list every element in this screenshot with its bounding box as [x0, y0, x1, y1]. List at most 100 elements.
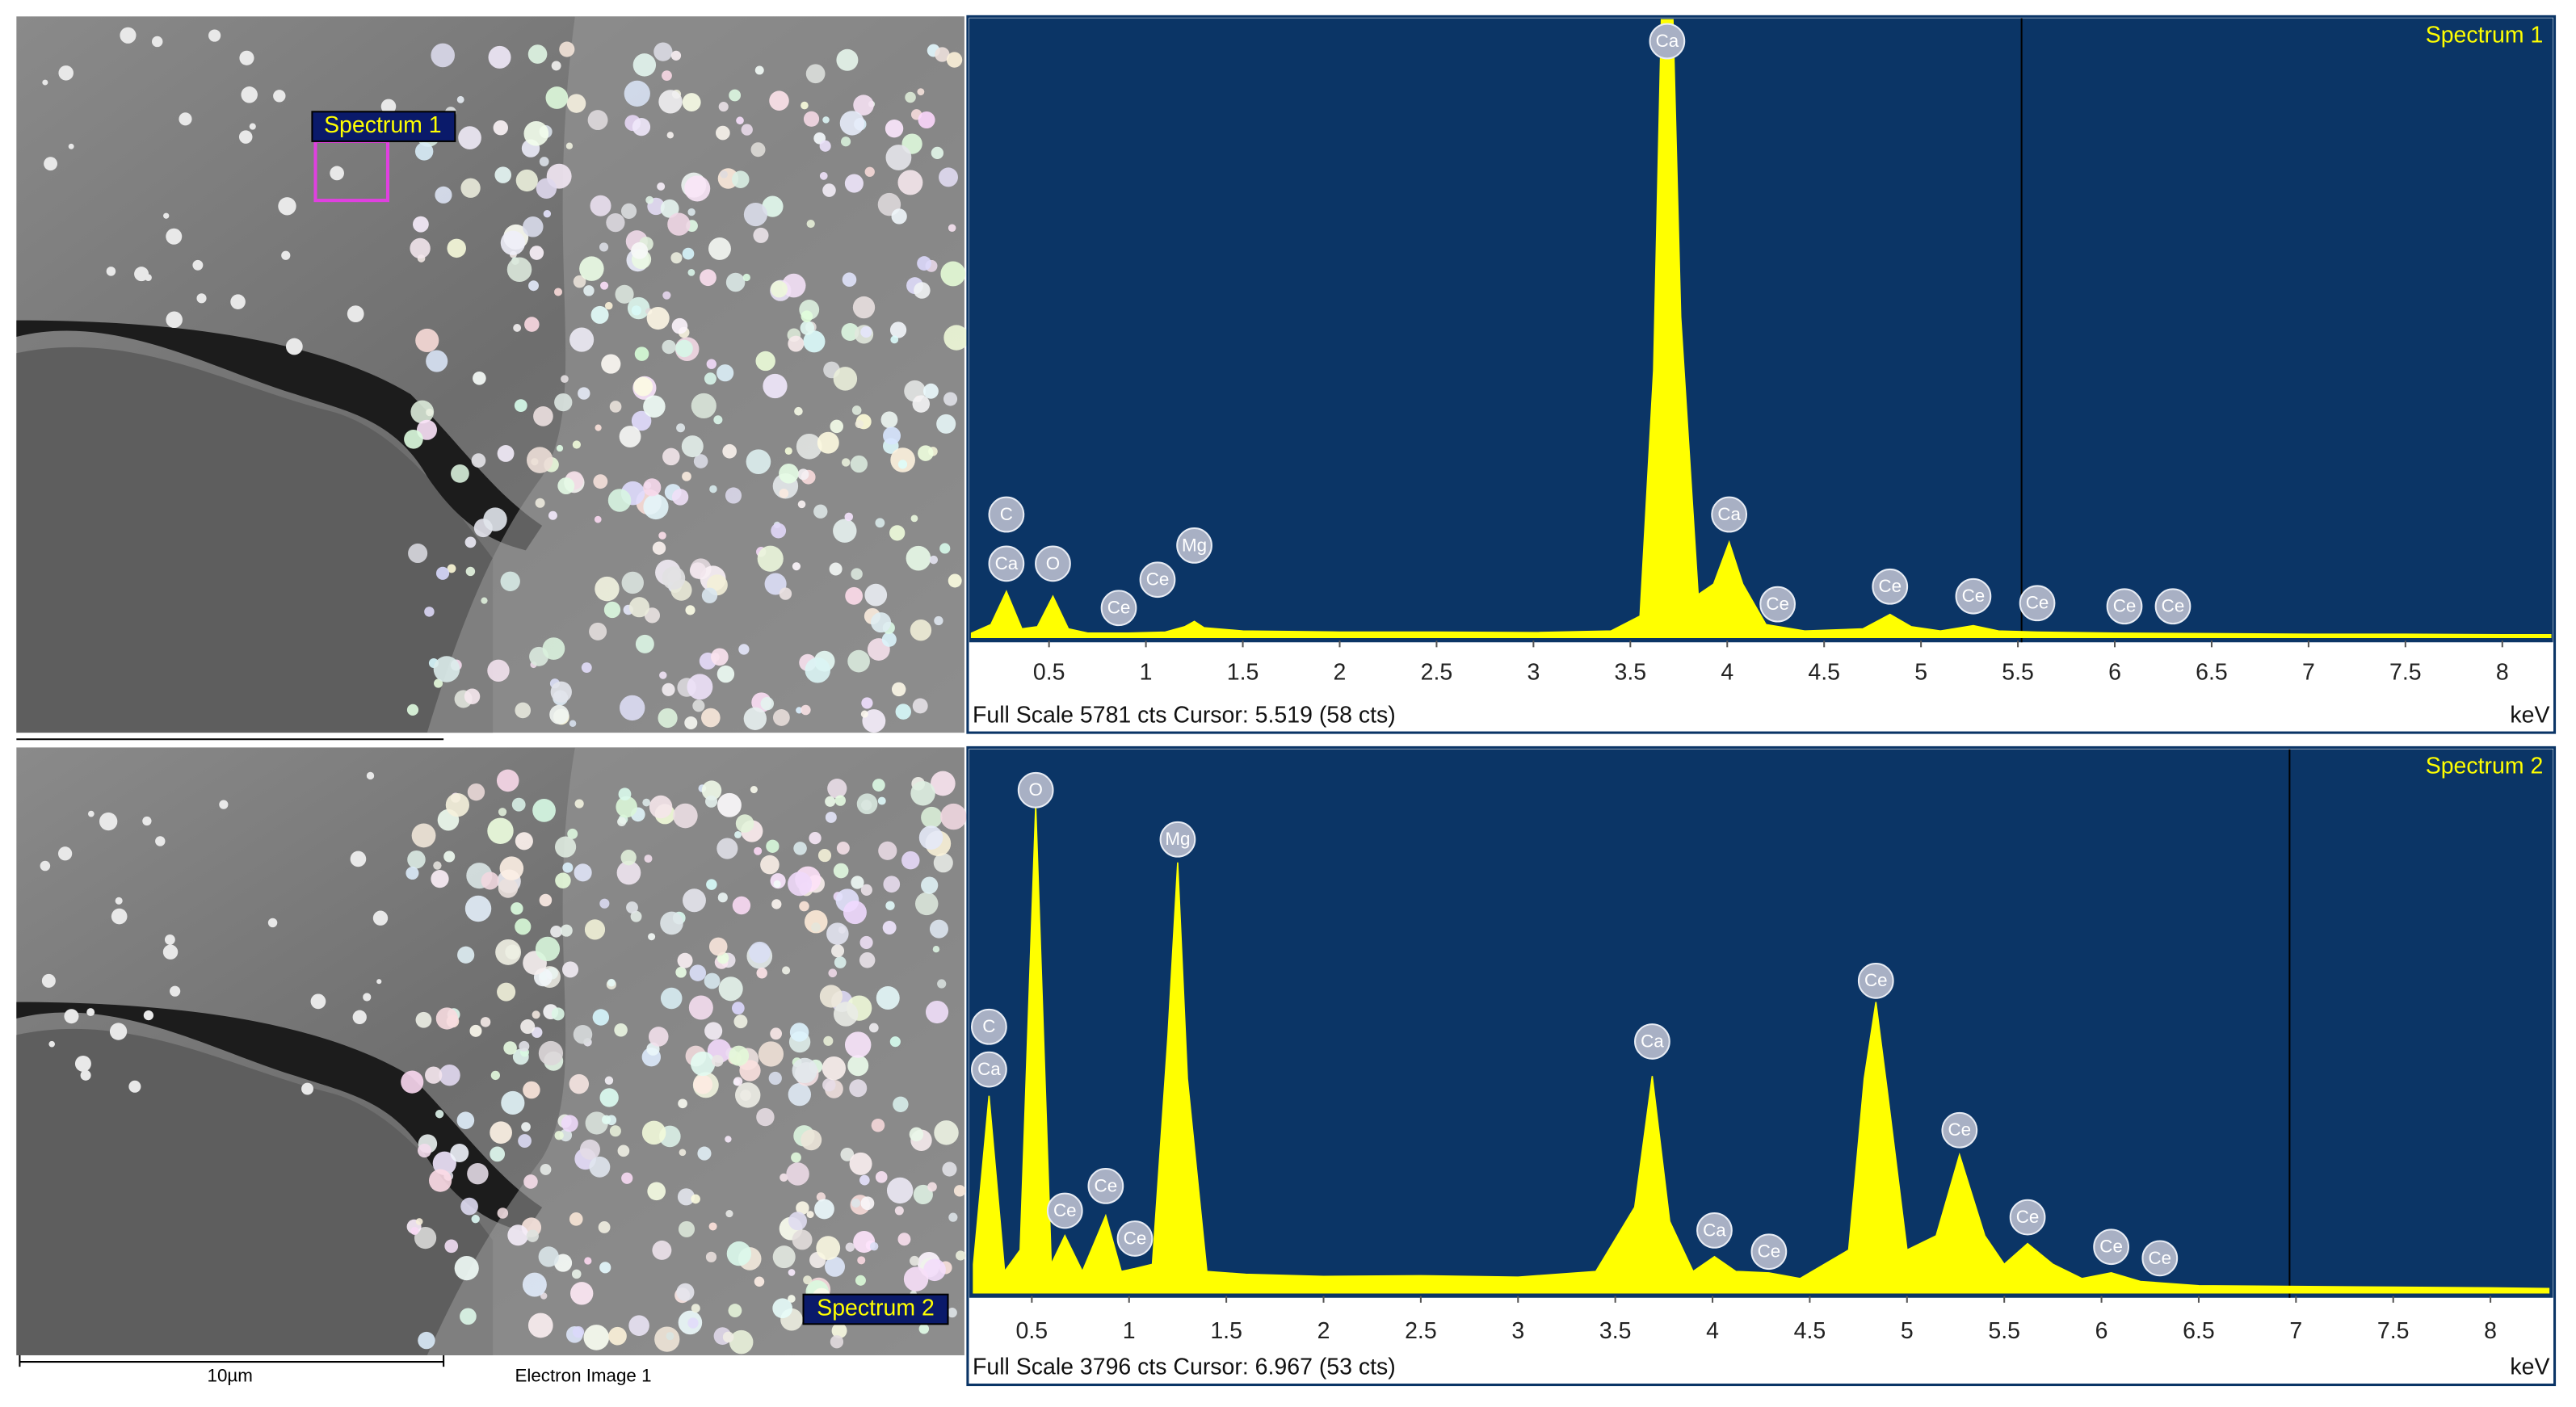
- particle: [301, 1082, 313, 1095]
- particle: [573, 1024, 593, 1044]
- peak-marker: [971, 1051, 1007, 1088]
- particle: [460, 1308, 477, 1325]
- spectrum-tag: [311, 111, 456, 142]
- particle: [109, 1023, 128, 1040]
- particle: [660, 199, 679, 218]
- particle: [458, 126, 481, 149]
- particle: [363, 993, 372, 1002]
- particle: [432, 1151, 456, 1175]
- particle: [519, 1040, 530, 1052]
- particle: [711, 648, 729, 666]
- peak-marker: [2106, 588, 2143, 625]
- particle: [779, 489, 789, 498]
- footer: Full Scale 3796 cts Cursor: 6.967 (53 ct…: [973, 1354, 1396, 1380]
- particle: [833, 1002, 859, 1027]
- particle: [543, 210, 552, 218]
- particle: [666, 132, 674, 139]
- peak-label: Ca: [1656, 31, 1679, 51]
- particle: [716, 838, 738, 859]
- particle: [170, 985, 181, 997]
- x-tick-label: 6: [2108, 659, 2121, 685]
- particle: [735, 814, 754, 833]
- particle: [545, 86, 569, 109]
- particle: [860, 326, 872, 338]
- particle: [701, 587, 718, 603]
- particle: [844, 1031, 872, 1058]
- particle: [587, 110, 608, 131]
- particle: [836, 48, 859, 71]
- particle: [788, 335, 805, 352]
- particle: [581, 662, 592, 673]
- particle: [736, 116, 744, 125]
- particle: [493, 120, 508, 136]
- particle: [875, 518, 885, 528]
- particle: [445, 793, 469, 817]
- particle: [768, 1071, 782, 1086]
- particle: [746, 449, 771, 474]
- particle: [690, 1051, 716, 1077]
- peak-label: Ce: [2026, 593, 2049, 613]
- particle: [145, 274, 152, 282]
- particle: [166, 311, 183, 329]
- particle: [249, 123, 256, 130]
- particle: [501, 1090, 525, 1115]
- particle: [956, 1250, 966, 1261]
- particle: [910, 620, 932, 641]
- particle: [594, 515, 602, 523]
- particle: [927, 1182, 937, 1192]
- particle: [910, 780, 935, 806]
- particle: [883, 876, 901, 893]
- particle: [550, 681, 572, 703]
- particle: [803, 330, 826, 353]
- particle: [413, 216, 429, 233]
- particle: [494, 166, 512, 183]
- particle: [642, 798, 651, 807]
- particle: [864, 583, 888, 607]
- particle: [914, 282, 931, 299]
- particle: [948, 224, 956, 233]
- particle: [414, 142, 434, 161]
- particle: [599, 1088, 619, 1107]
- particle: [692, 699, 705, 712]
- particle: [830, 1335, 844, 1349]
- peak-marker: [1759, 586, 1796, 623]
- particle: [219, 800, 229, 809]
- particle: [68, 143, 74, 149]
- particle: [514, 399, 527, 413]
- particle: [917, 256, 931, 271]
- particle: [834, 956, 847, 968]
- particle: [658, 90, 683, 114]
- particle: [624, 80, 650, 107]
- particle: [897, 170, 923, 195]
- particle: [726, 1241, 752, 1266]
- particle: [877, 796, 886, 805]
- particle: [905, 91, 916, 103]
- particle: [851, 876, 864, 889]
- particle: [760, 696, 775, 711]
- particle: [789, 1023, 809, 1042]
- particle: [687, 674, 713, 700]
- particle: [912, 395, 931, 413]
- x-tick-label: 1: [1140, 659, 1153, 685]
- particle: [151, 36, 163, 48]
- peak-label: Mg: [1182, 535, 1207, 555]
- particle: [554, 393, 573, 412]
- particle: [722, 443, 737, 459]
- particle: [574, 799, 584, 808]
- particle: [735, 1082, 761, 1108]
- particle: [406, 866, 419, 880]
- particle: [716, 364, 734, 382]
- peak-marker: [1649, 23, 1686, 60]
- particle: [490, 1146, 506, 1162]
- particle: [495, 939, 522, 965]
- particle: [725, 272, 746, 292]
- particle: [310, 993, 326, 1010]
- particle: [689, 562, 707, 579]
- particle: [772, 1298, 793, 1319]
- particle: [592, 1009, 610, 1026]
- particle: [652, 541, 666, 555]
- particle: [583, 1325, 610, 1350]
- peak-marker: [2019, 585, 2056, 622]
- particle: [931, 771, 956, 796]
- particle: [953, 1185, 966, 1197]
